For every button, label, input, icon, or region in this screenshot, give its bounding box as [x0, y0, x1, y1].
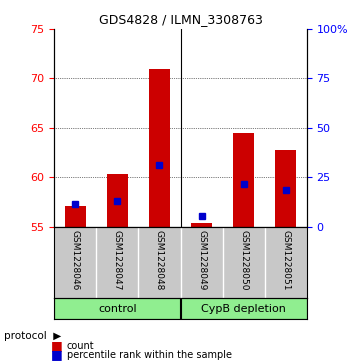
- Bar: [149, 69, 170, 227]
- Text: protocol  ▶: protocol ▶: [4, 331, 61, 341]
- Text: ■: ■: [51, 339, 62, 352]
- Bar: [191, 223, 212, 227]
- Bar: [275, 150, 296, 227]
- Text: CypB depletion: CypB depletion: [201, 303, 286, 314]
- Title: GDS4828 / ILMN_3308763: GDS4828 / ILMN_3308763: [99, 13, 262, 26]
- Bar: [65, 206, 86, 227]
- Text: GSM1228048: GSM1228048: [155, 230, 164, 290]
- Text: GSM1228049: GSM1228049: [197, 230, 206, 290]
- Bar: [107, 174, 128, 227]
- Bar: [180, 298, 307, 319]
- Text: percentile rank within the sample: percentile rank within the sample: [67, 350, 232, 360]
- Text: GSM1228051: GSM1228051: [281, 230, 290, 291]
- Text: GSM1228046: GSM1228046: [71, 230, 80, 290]
- Text: GSM1228047: GSM1228047: [113, 230, 122, 290]
- Bar: [233, 133, 254, 227]
- Text: control: control: [98, 303, 136, 314]
- Text: count: count: [67, 340, 95, 351]
- Text: GSM1228050: GSM1228050: [239, 230, 248, 291]
- Bar: [54, 298, 180, 319]
- Text: ■: ■: [51, 348, 62, 362]
